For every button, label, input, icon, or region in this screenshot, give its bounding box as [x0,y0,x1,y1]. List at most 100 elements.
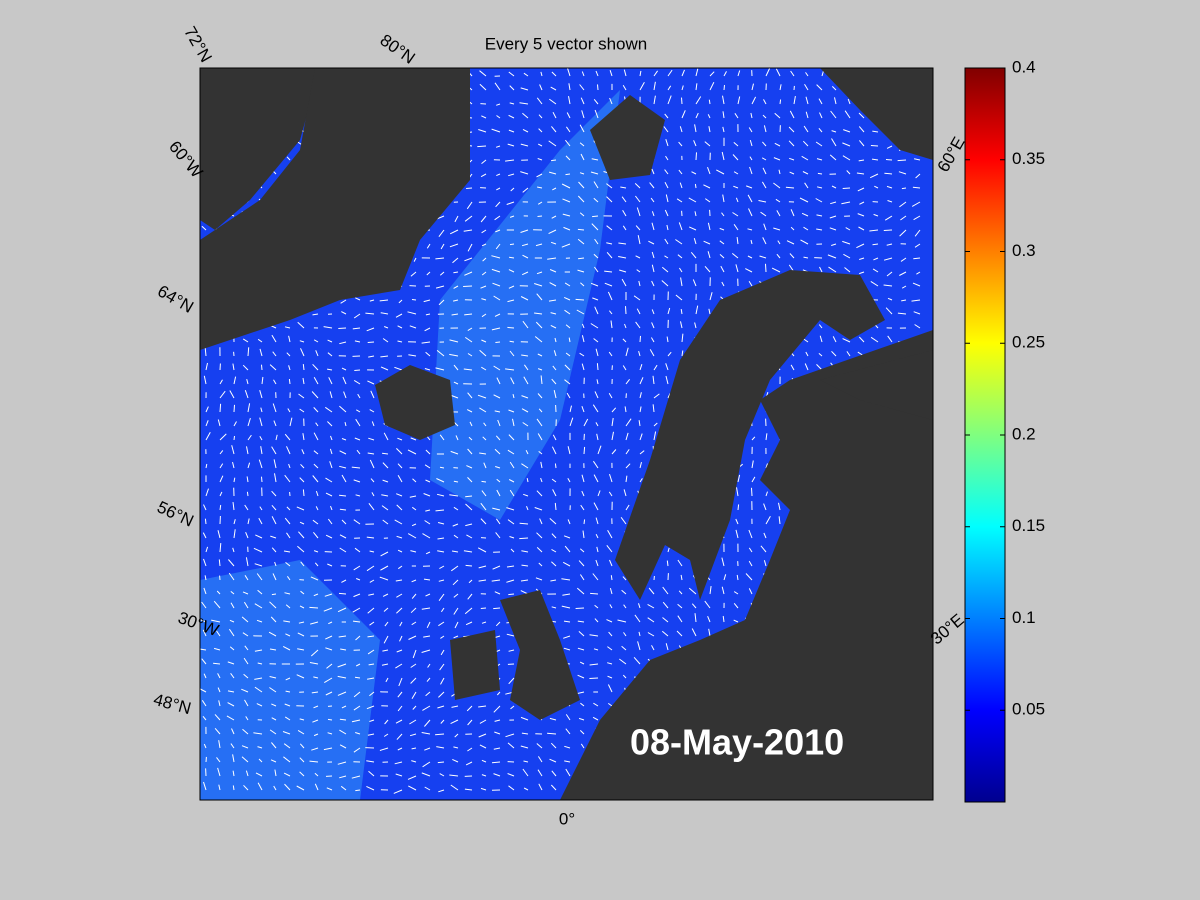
vector [913,257,921,260]
vector [283,772,291,777]
vector [412,649,417,659]
vector [311,391,319,399]
vector [551,533,557,539]
vector [495,435,501,441]
vector [449,494,459,497]
vector [579,172,585,175]
vector [679,126,683,133]
vector [536,547,543,553]
vector [874,185,879,189]
vector [748,127,753,133]
vector [856,243,865,249]
vector [593,266,599,273]
vector [520,716,529,721]
vector [692,279,697,287]
vector [424,368,431,371]
vector [425,351,431,357]
vector [435,285,445,289]
vector [496,489,501,497]
vector [245,557,249,567]
vector [450,784,459,791]
vector [619,658,627,665]
vector [622,365,627,371]
vector [538,451,543,455]
vector [411,747,417,750]
vector [721,281,725,287]
vector [453,480,459,483]
vector [596,433,599,441]
vector [859,201,865,205]
vector [608,631,613,637]
vector [526,506,529,511]
vector [884,215,893,221]
vector [465,523,473,527]
vector [858,336,865,343]
vector [804,182,809,189]
vector [355,663,361,667]
vector [567,477,571,483]
vector [897,312,907,315]
vector [675,294,683,301]
vector [869,173,879,179]
vector [579,548,585,553]
vector [397,437,403,441]
vector [395,579,403,582]
vector [203,673,207,679]
vector [578,181,585,189]
vector [495,201,501,208]
map-frame [199,67,934,801]
vector [540,461,543,469]
vector [678,222,683,231]
vector [829,154,837,161]
vector [688,197,697,203]
vector [286,352,291,357]
vector [271,717,277,721]
vector [562,593,571,596]
vector [509,489,515,497]
vector [339,508,347,511]
vector [748,208,753,217]
vector [580,702,585,707]
grid-label: 0° [559,809,575,828]
vector [607,684,613,693]
vector [465,621,473,626]
vector [535,577,543,581]
vector [608,702,613,707]
vector [451,565,459,572]
vector [535,243,543,247]
vector [353,705,361,711]
vector [451,313,459,316]
vector [409,719,417,725]
vector [379,299,389,302]
vector [258,459,263,469]
vector [324,593,333,597]
vector [313,676,319,679]
vector [241,745,249,749]
vector [596,379,599,385]
vector [328,621,333,625]
vector [285,604,291,609]
vector [453,381,459,385]
vector [580,504,585,511]
vector [883,229,893,231]
vector [649,349,655,357]
vector [383,607,389,612]
vector [622,338,627,343]
vector [653,431,657,441]
vector [819,335,823,343]
vector [521,271,529,276]
vector [551,548,557,553]
vector [578,257,585,260]
vector [339,494,347,497]
vector [870,145,879,147]
vector [313,550,319,553]
vector [233,404,235,413]
vector [371,421,375,427]
vector [591,158,599,161]
vector [256,619,263,623]
vector [579,212,585,217]
vector [745,268,753,273]
vector [368,663,375,666]
vector [537,769,543,777]
vector [911,201,921,207]
